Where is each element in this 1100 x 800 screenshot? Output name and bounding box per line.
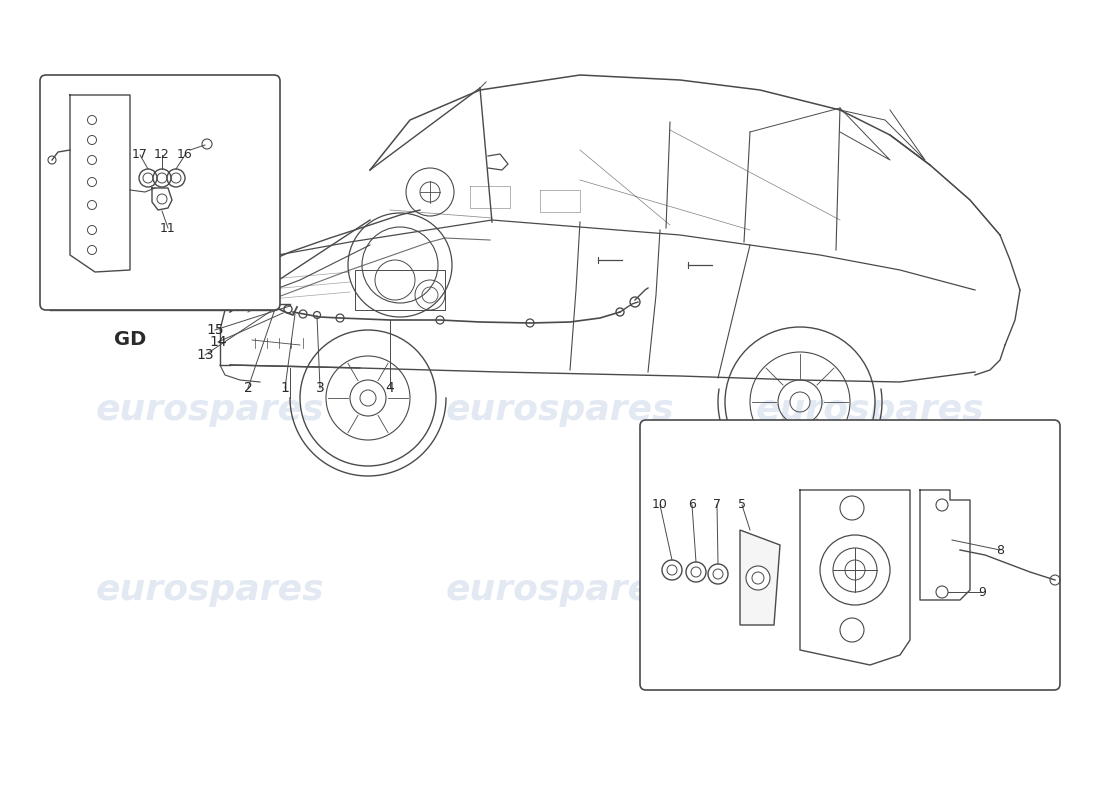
Polygon shape <box>740 530 780 625</box>
Text: 3: 3 <box>316 381 324 395</box>
Text: 5: 5 <box>738 498 746 511</box>
Text: 8: 8 <box>996 543 1004 557</box>
Text: GD: GD <box>114 330 146 349</box>
Text: eurospares: eurospares <box>96 573 324 607</box>
Text: 7: 7 <box>713 498 721 511</box>
Text: 14: 14 <box>209 335 227 349</box>
Bar <box>355 270 446 310</box>
Text: 16: 16 <box>177 149 192 162</box>
Text: 12: 12 <box>154 149 169 162</box>
Text: 1: 1 <box>280 381 289 395</box>
Text: eurospares: eurospares <box>446 573 674 607</box>
Text: eurospares: eurospares <box>446 393 674 427</box>
FancyBboxPatch shape <box>640 420 1060 690</box>
Text: 13: 13 <box>196 348 213 362</box>
Text: 9: 9 <box>978 586 986 598</box>
Text: eurospares: eurospares <box>756 393 984 427</box>
Text: 10: 10 <box>652 498 668 511</box>
Circle shape <box>746 566 770 590</box>
Text: 2: 2 <box>243 381 252 395</box>
Text: 4: 4 <box>386 381 395 395</box>
Text: 6: 6 <box>689 498 696 511</box>
Text: 15: 15 <box>206 323 223 337</box>
Text: 11: 11 <box>161 222 176 234</box>
FancyBboxPatch shape <box>40 75 280 310</box>
Text: eurospares: eurospares <box>756 573 984 607</box>
Text: eurospares: eurospares <box>96 393 324 427</box>
Text: 17: 17 <box>132 149 147 162</box>
